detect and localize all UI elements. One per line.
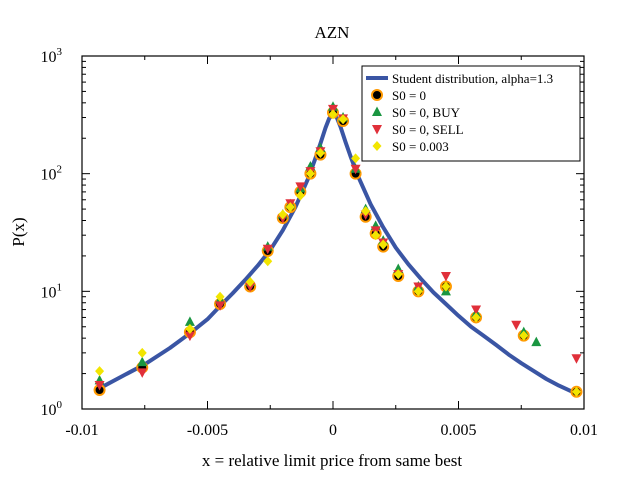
data-point	[571, 354, 582, 364]
data-point	[440, 271, 451, 282]
data-point	[137, 356, 148, 367]
chart-title: AZN	[315, 23, 350, 42]
legend-label: S0 = 0	[392, 88, 426, 103]
data-point	[295, 190, 305, 201]
legend-swatch-marker	[371, 89, 383, 101]
legend-label: S0 = 0.003	[392, 139, 449, 154]
x-axis-label: x = relative limit price from same best	[202, 451, 463, 470]
legend-box	[361, 65, 581, 162]
x-tick-label: 0.01	[570, 422, 598, 439]
y-tick-label: 101	[41, 281, 63, 301]
x-tick-label: -0.005	[187, 422, 228, 439]
data-point	[95, 366, 105, 377]
x-tick-label: 0.005	[441, 422, 477, 439]
y-tick-exponent: 2	[57, 164, 63, 176]
y-tick-exponent: 1	[57, 281, 63, 293]
data-point	[278, 209, 288, 220]
x-tick-label: 0	[329, 422, 337, 439]
data-point	[361, 206, 371, 217]
legend-swatch-marker	[372, 106, 382, 116]
data-point	[350, 164, 361, 175]
data-point	[531, 336, 542, 347]
data-point	[393, 269, 403, 280]
data-point	[137, 368, 148, 378]
data-point	[351, 153, 361, 164]
data-point	[413, 286, 423, 297]
data-point	[295, 182, 306, 192]
data-point	[263, 256, 273, 267]
data-point	[184, 331, 195, 342]
legend-swatch-marker	[372, 141, 382, 151]
x-tick-label: -0.01	[65, 422, 98, 439]
legend-label: S0 = 0, BUY	[392, 105, 461, 120]
data-point	[215, 291, 225, 302]
data-point	[185, 323, 195, 334]
data-point	[315, 147, 325, 158]
y-axis-label: P(x)	[9, 217, 28, 246]
data-marks	[93, 101, 583, 398]
data-point	[471, 312, 481, 323]
data-point	[441, 281, 451, 292]
y-tick-label: 102	[41, 164, 63, 184]
legend-label: Student distribution, alpha=1.3	[392, 71, 553, 86]
legend-label: S0 = 0, SELL	[392, 122, 464, 137]
data-point	[262, 244, 273, 255]
data-point	[328, 109, 338, 120]
data-point	[511, 320, 522, 331]
y-tick-exponent: 3	[57, 46, 63, 58]
data-point	[137, 347, 147, 358]
legend: Student distribution, alpha=1.3 S0 = 0 S0 …	[361, 65, 581, 162]
data-point	[184, 316, 195, 326]
y-tick-base: 10	[41, 402, 57, 419]
data-point	[571, 386, 581, 397]
y-tick-exponent: 0	[57, 399, 63, 411]
data-point	[471, 305, 482, 316]
data-point	[338, 114, 348, 125]
data-point	[519, 330, 529, 341]
data-point	[245, 282, 256, 292]
y-tick-label: 103	[41, 46, 63, 66]
data-point	[285, 202, 295, 213]
data-point	[245, 277, 255, 288]
data-point	[215, 301, 226, 311]
data-point	[378, 239, 388, 250]
series-0	[98, 112, 578, 396]
data-point	[305, 168, 315, 179]
student-fit-line	[98, 112, 578, 396]
data-point	[371, 230, 381, 241]
y-tick-base: 10	[41, 49, 57, 66]
series-4	[95, 109, 581, 397]
data-point	[94, 380, 105, 391]
y-tick-base: 10	[41, 167, 57, 184]
y-tick-base: 10	[41, 284, 57, 301]
legend-swatch-marker	[372, 125, 382, 135]
y-tick-label: 100	[41, 399, 63, 419]
